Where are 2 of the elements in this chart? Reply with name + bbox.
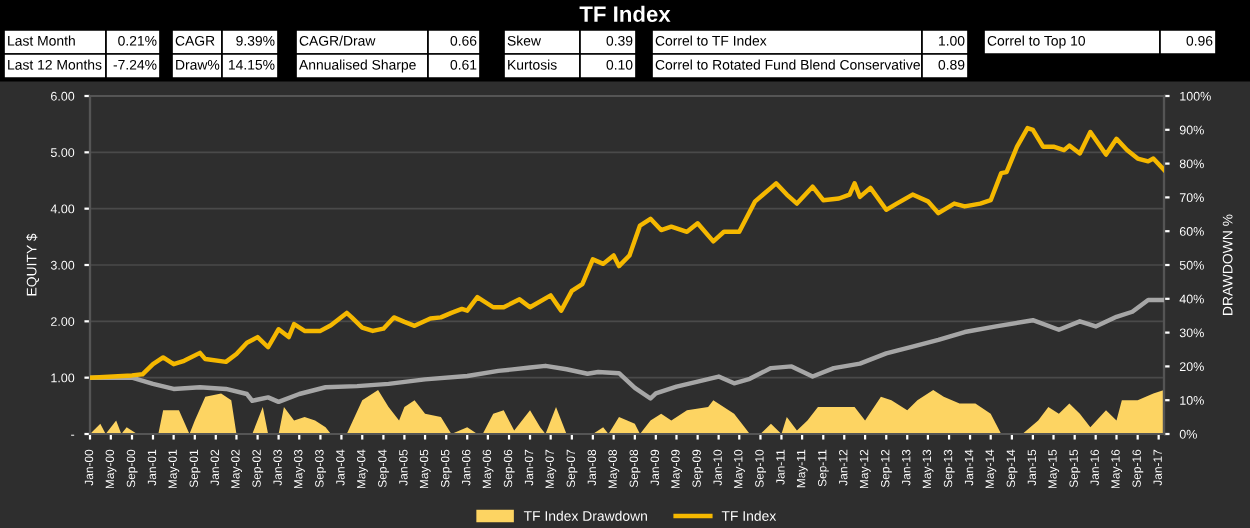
line-series [90,125,1164,380]
chart-title: TF Index [579,5,671,22]
